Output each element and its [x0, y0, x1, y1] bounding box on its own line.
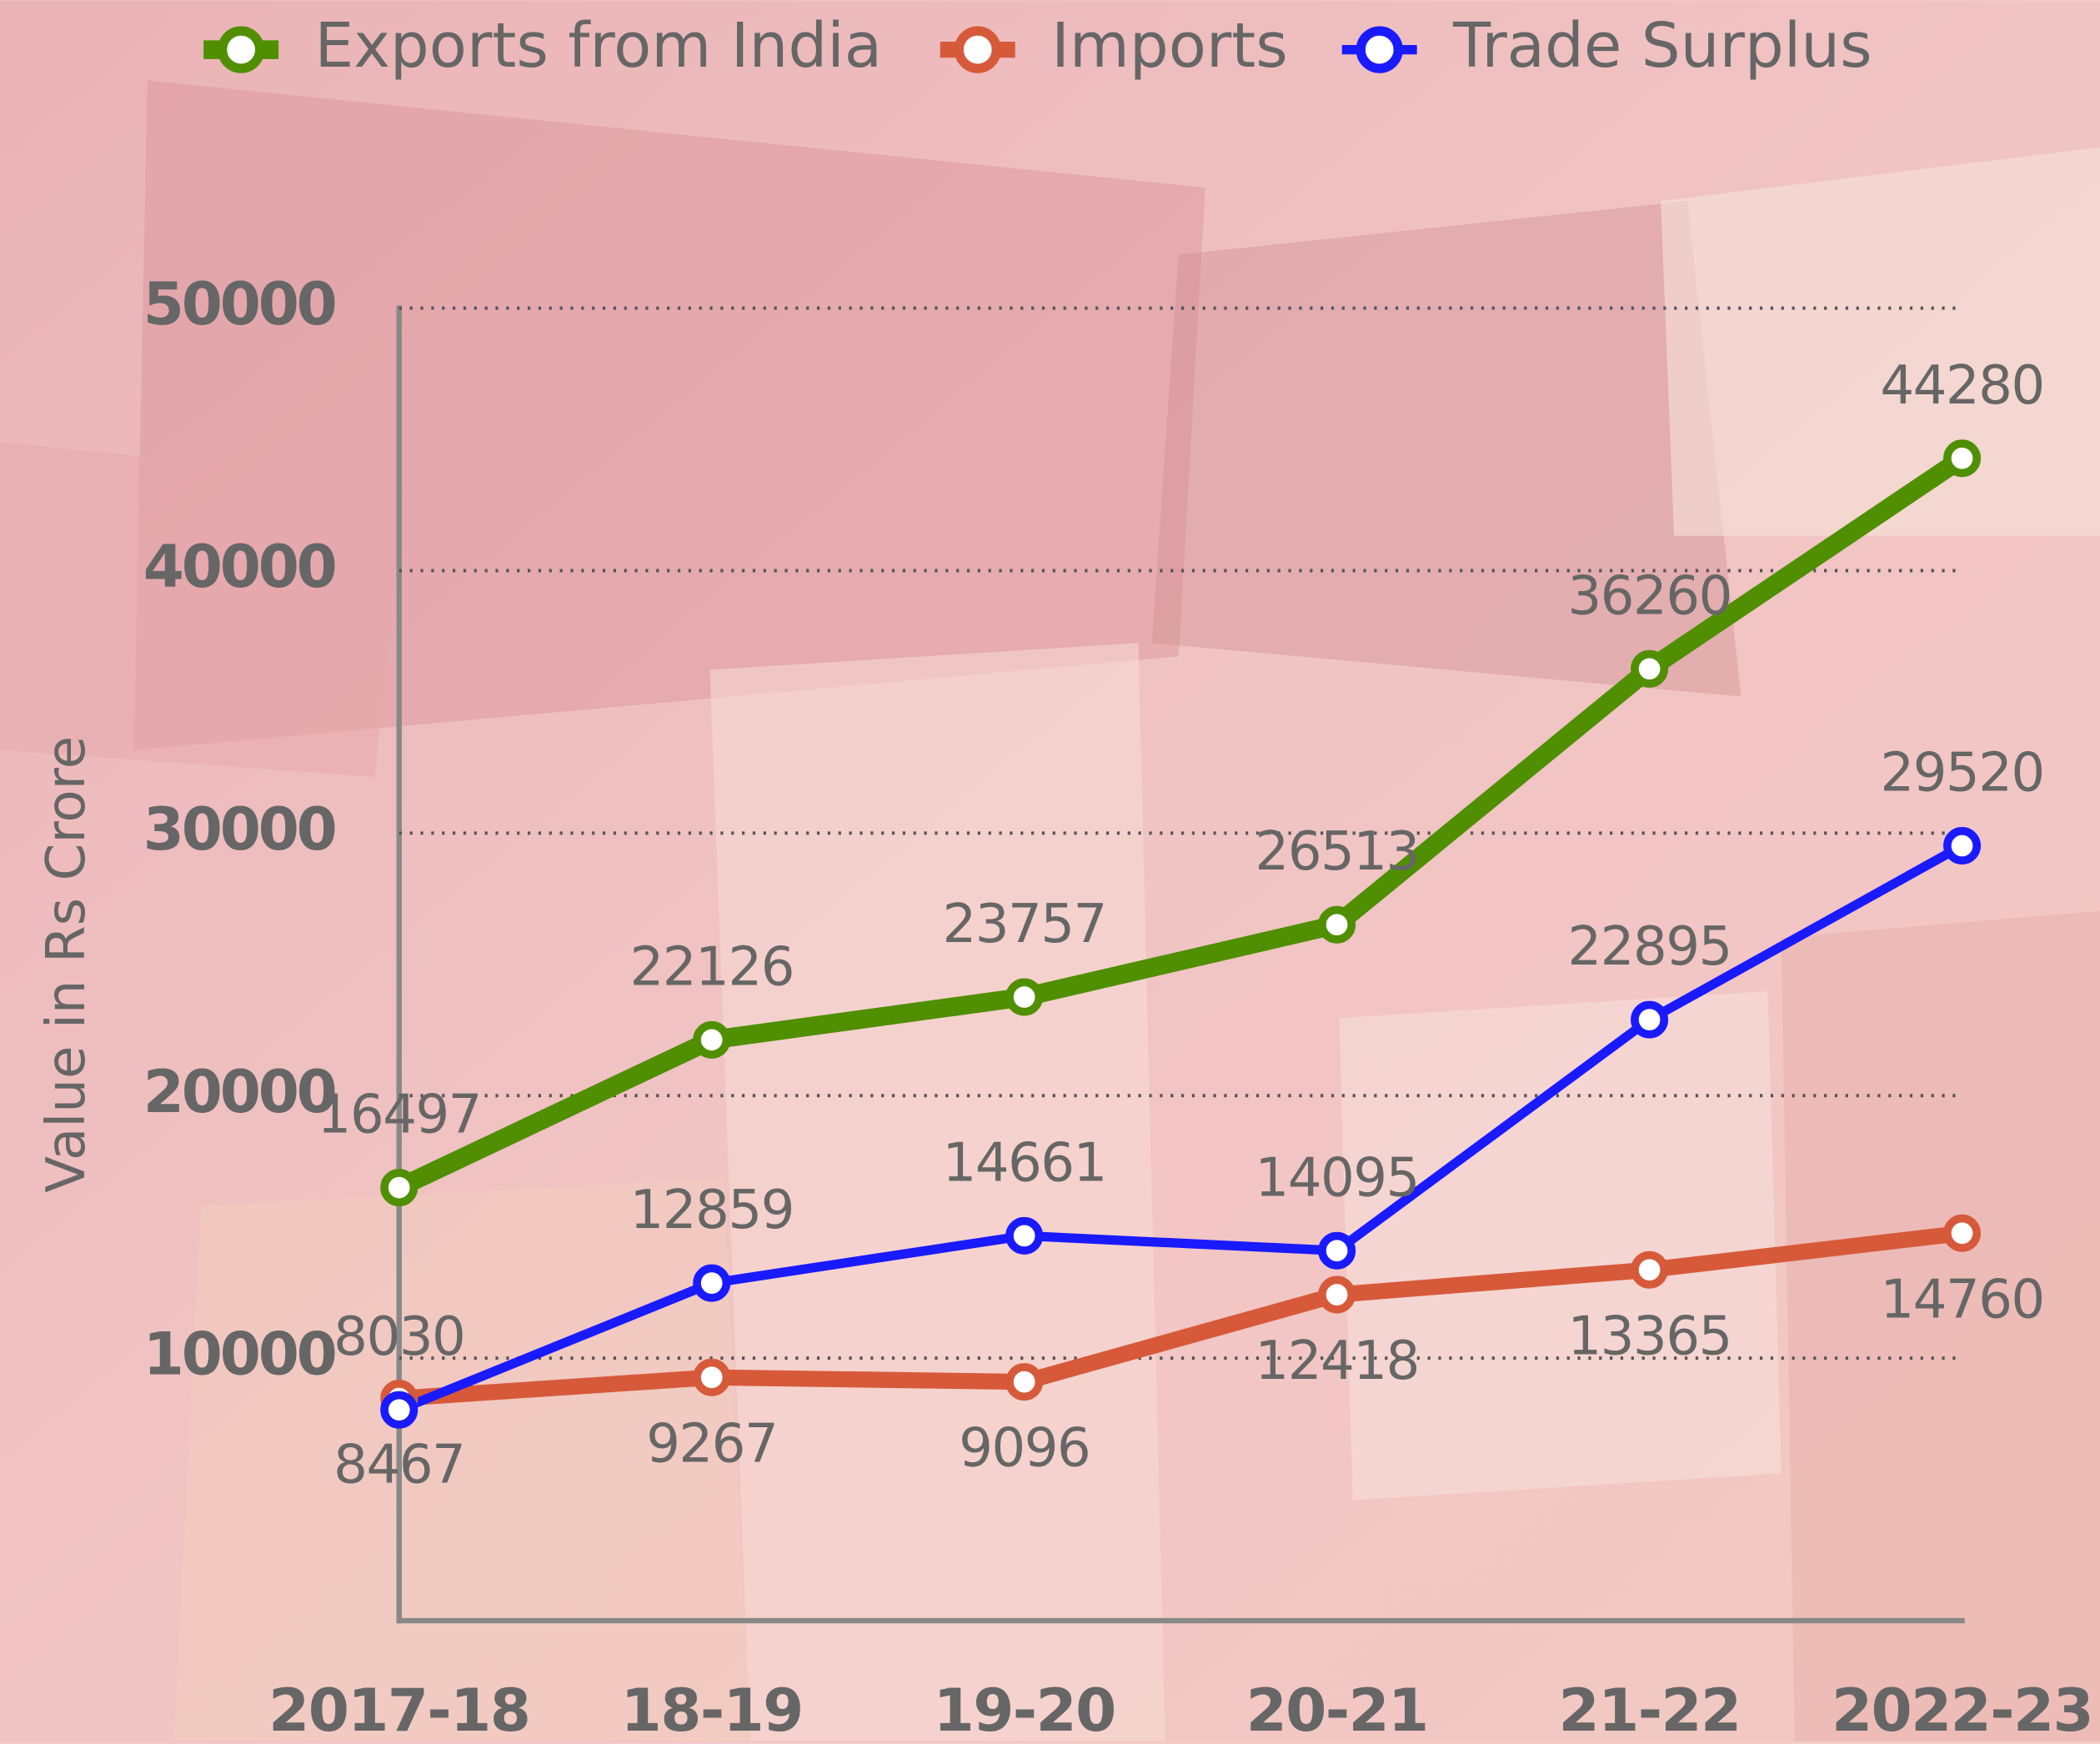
data-label: 26513 [1255, 820, 1418, 883]
x-tick-label: 2022-23 [1832, 1676, 2092, 1744]
y-tick-label: 20000 [143, 1057, 335, 1126]
data-label: 8467 [333, 1434, 464, 1496]
data-label: 23757 [942, 893, 1105, 955]
legend-marker [1361, 31, 1398, 68]
data-label: 16497 [318, 1084, 481, 1146]
page: {"chart_data": { "type": "line", "y_labe… [0, 0, 2100, 1744]
data-label: 44280 [1880, 354, 2043, 417]
data-label: 14095 [1255, 1146, 1418, 1209]
legend-marker [959, 31, 996, 68]
data-label: 14760 [1880, 1268, 2043, 1331]
legend-marker [223, 31, 260, 68]
y-axis-title: Value in Rs Crore [35, 736, 98, 1193]
y-tick-label: 40000 [143, 532, 335, 601]
point [1947, 831, 1977, 860]
point [1010, 1221, 1039, 1250]
data-label: 12418 [1255, 1330, 1418, 1392]
x-tick-label: 18-19 [621, 1676, 803, 1744]
point [384, 1173, 413, 1202]
point [697, 1268, 726, 1297]
point [1635, 654, 1664, 684]
data-label: 22895 [1567, 915, 1731, 978]
legend-label: Trade Surplus [1452, 10, 1872, 82]
data-label: 9096 [959, 1417, 1090, 1480]
point [1322, 1280, 1351, 1309]
point [697, 1025, 726, 1055]
point [1947, 444, 1977, 473]
x-tick-label: 21-22 [1559, 1676, 1741, 1744]
data-label: 36260 [1567, 564, 1731, 627]
x-tick-label: 2017-18 [268, 1676, 529, 1744]
legend-label: Exports from India [315, 10, 883, 82]
point [1322, 1236, 1351, 1265]
chart: Value in Rs Crore 10000 20000 30000 40000 50… [0, 0, 2100, 1744]
legend-label: Imports [1051, 10, 1288, 82]
data-label: 29520 [1880, 742, 2043, 804]
point [1947, 1219, 1977, 1248]
data-label: 9267 [646, 1412, 777, 1475]
point [384, 1396, 413, 1425]
point [1635, 1005, 1664, 1034]
point [1010, 982, 1039, 1011]
point [697, 1363, 726, 1392]
point [1322, 910, 1351, 940]
point [1635, 1255, 1664, 1285]
data-label: 8030 [333, 1305, 464, 1368]
y-tick-label: 50000 [143, 269, 335, 338]
x-tick-label: 20-21 [1246, 1676, 1428, 1744]
data-label: 12859 [630, 1179, 794, 1241]
data-label: 14661 [942, 1131, 1105, 1194]
x-tick-label: 19-20 [934, 1676, 1115, 1744]
background [0, 0, 2100, 1744]
data-label: 13365 [1567, 1305, 1731, 1367]
y-tick-label: 30000 [143, 794, 335, 864]
point [1010, 1367, 1039, 1396]
data-label: 22126 [630, 935, 794, 998]
y-tick-label: 10000 [143, 1320, 335, 1389]
